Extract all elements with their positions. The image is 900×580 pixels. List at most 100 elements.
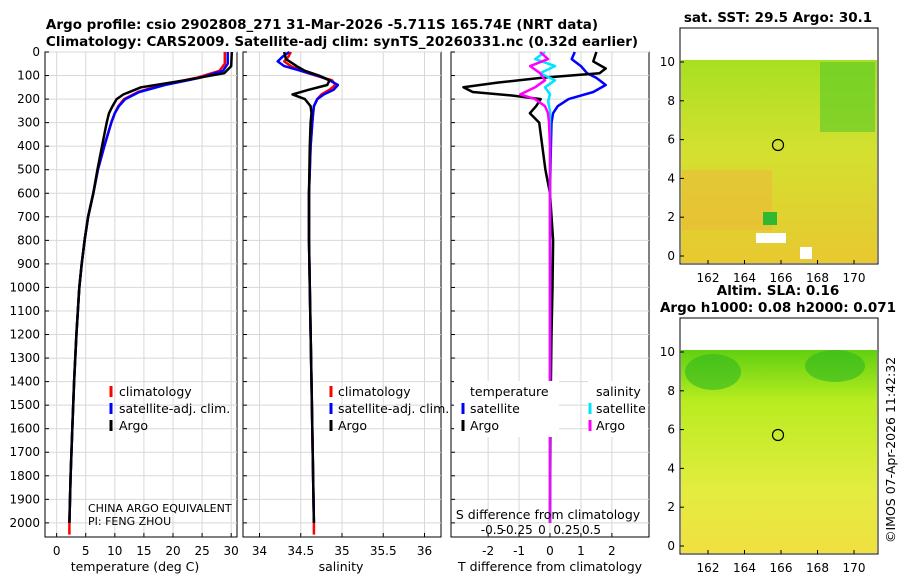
depth-tick-label: 1400 [9, 375, 40, 389]
x-tick-label: 25 [194, 544, 209, 558]
legend-argo: Argo [119, 418, 148, 433]
map-x-tick-label: 170 [843, 271, 866, 285]
sla-argo-location-marker [771, 428, 785, 442]
depth-axis-ticks: 0 100 200 300 400 500 600 700 800 900 1000 1100 1200… [9, 45, 40, 530]
depth-tick-label: 1900 [9, 492, 40, 506]
map-x-tick-label: 166 [770, 271, 793, 285]
depth-tick-label: 1100 [9, 304, 40, 318]
map-y-tick-label: 2 [667, 210, 675, 224]
sst-missing-patch [756, 233, 786, 243]
x-tick-label: 1 [577, 544, 585, 558]
diff-legend-temp-bg [454, 381, 559, 437]
depth-tick-label: 1600 [9, 422, 40, 436]
depth-tick-label: 1300 [9, 351, 40, 365]
map-y-tick-label: 4 [667, 461, 675, 475]
difference-xlabel: T difference from climatology [457, 559, 643, 574]
series-temperature-argo [462, 51, 607, 523]
float-info-line2: PI: FENG ZHOU [88, 515, 171, 528]
x-tick-label: 34.5 [287, 544, 314, 558]
map-x-tick-label: 162 [697, 561, 720, 575]
x-tick-label: 0 [546, 544, 554, 558]
map-y-tick-label: 8 [667, 94, 675, 108]
map-x-tick-label: 164 [733, 271, 756, 285]
series-argo [68, 51, 234, 523]
x-tick-label: 36 [417, 544, 432, 558]
depth-tick-label: 1000 [9, 280, 40, 294]
x2-tick-label: 0.5 [582, 523, 601, 537]
sla-high-patch-2 [805, 350, 865, 382]
depth-tick-label: 300 [17, 116, 40, 130]
map-y-tick-label: 0 [667, 539, 675, 553]
map-y-tick-label: 2 [667, 500, 675, 514]
temperature-legend: climatology satellite-adj. clim. Argo [109, 384, 230, 433]
x2-tick-label: -0.25 [502, 523, 533, 537]
depth-tick-label: 500 [17, 163, 40, 177]
difference-legend: temperature satellite Argo salinity sate… [454, 381, 648, 437]
map-y-tick-label: 4 [667, 171, 675, 185]
temperature-panel [44, 51, 238, 538]
salinity-legend: climatology satellite-adj. clim. Argo [329, 384, 449, 433]
sla-map-title-line1: Altim. SLA: 0.16 [717, 283, 839, 299]
profile-curves [68, 50, 607, 535]
x-tick-label: 35 [334, 544, 349, 558]
depth-tick-label: 1700 [9, 445, 40, 459]
map-y-tick-label: 6 [667, 133, 675, 147]
depth-tick-label: 600 [17, 186, 40, 200]
sst-argo-location-marker [771, 138, 785, 152]
depth-tick-label: 1200 [9, 328, 40, 342]
depth-tick-label: 900 [17, 257, 40, 271]
s-difference-label: S difference from climatology [456, 507, 641, 522]
map-x-tick-label: 166 [770, 561, 793, 575]
map-x-tick-label: 162 [697, 271, 720, 285]
diff-legend-sal-argo: Argo [596, 418, 625, 433]
x-tick-label: 34 [252, 544, 267, 558]
x-tick-label: 0 [53, 544, 61, 558]
x-tick-label: 10 [107, 544, 122, 558]
x-tick-label: -1 [513, 544, 525, 558]
sal-legend-climatology: climatology [338, 384, 411, 399]
series-salinity-argo [519, 51, 552, 523]
x-tick-label: 5 [82, 544, 90, 558]
x-tick-label: 15 [136, 544, 151, 558]
x-tick-label: -2 [482, 544, 494, 558]
sst-map-patches [682, 62, 875, 259]
temperature-xlabel: temperature (deg C) [71, 559, 200, 574]
x-axis-ticks: 0 5 10 15 20 25 30 34 34.5 35 35.5 36 -2 -1 0 1 2 -0.5-0.… [53, 523, 616, 558]
sst-map-ticks: 162 164 166 168 170 0 2 4 6 8 10 [660, 55, 866, 285]
float-info-line1: CHINA ARGO EQUIVALENT [88, 502, 232, 515]
sst-warm-patch [682, 170, 772, 230]
sla-map-ticks: 162 164 166 168 170 0 2 4 6 8 10 [660, 345, 866, 575]
diff-legend-temp-sat: satellite [470, 401, 520, 416]
depth-tick-label: 100 [17, 69, 40, 83]
diff-legend-sal-title: salinity [596, 384, 641, 399]
depth-tick-label: 200 [17, 92, 40, 106]
map-y-tick-label: 6 [667, 423, 675, 437]
salinity-xlabel: salinity [319, 559, 364, 574]
depth-tick-label: 1500 [9, 398, 40, 412]
sst-missing-patch-2 [800, 247, 812, 259]
x-tick-label: 2 [608, 544, 616, 558]
map-y-tick-label: 10 [660, 345, 675, 359]
diff-legend-temp-argo: Argo [470, 418, 499, 433]
sst-green-patch-small [763, 212, 777, 225]
series-argo [282, 51, 331, 523]
depth-tick-label: 1800 [9, 469, 40, 483]
figure-title-line1: Argo profile: csio 2902808_271 31-Mar-20… [46, 17, 598, 33]
depth-tick-label: 700 [17, 210, 40, 224]
map-y-tick-label: 0 [667, 249, 675, 263]
depth-tick-label: 400 [17, 139, 40, 153]
x2-tick-label: 0 [538, 523, 546, 537]
diff-legend-sal-bg [588, 381, 648, 437]
legend-satellite: satellite-adj. clim. [119, 401, 230, 416]
diff-legend-temp-title: temperature [470, 384, 549, 399]
depth-tick-label: 800 [17, 233, 40, 247]
diff-legend-sal-sat: satellite [596, 401, 646, 416]
imos-credit: ©IMOS 07-Apr-2026 11:42:32 [883, 357, 898, 543]
map-x-tick-label: 168 [806, 561, 829, 575]
sst-map-title: sat. SST: 29.5 Argo: 30.1 [684, 10, 872, 26]
legend-climatology: climatology [119, 384, 192, 399]
x2-tick-label: -0.5 [481, 523, 504, 537]
depth-tick-label: 0 [32, 45, 40, 59]
map-y-tick-label: 10 [660, 55, 675, 69]
